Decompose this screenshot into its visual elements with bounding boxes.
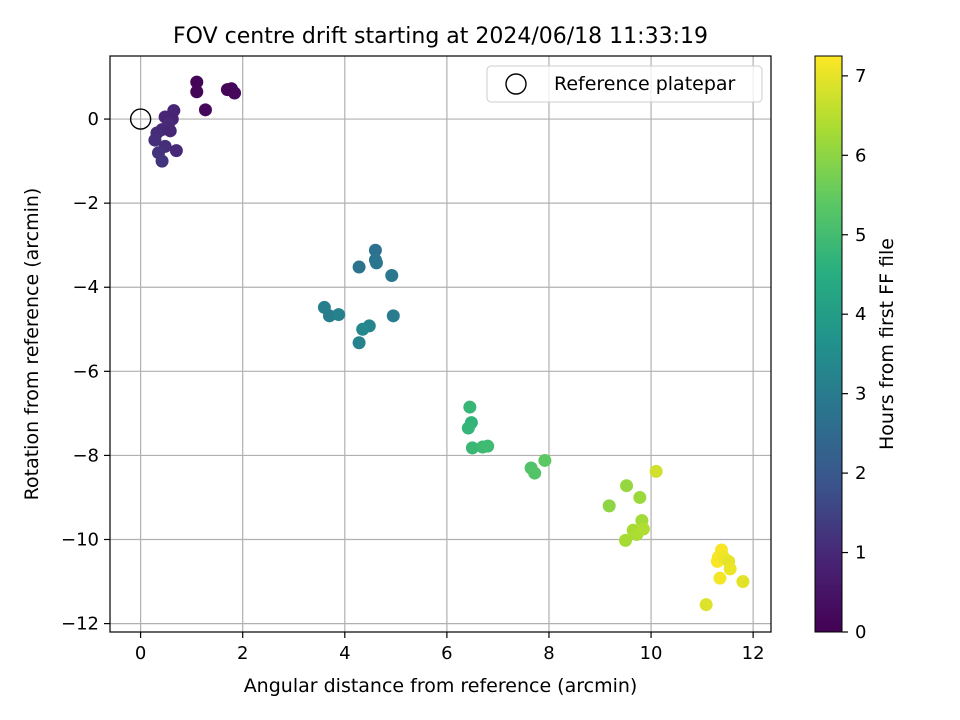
data-point [463, 400, 477, 414]
data-point [699, 598, 713, 612]
y-tick-label: −12 [61, 614, 99, 635]
data-point [190, 85, 204, 99]
colorbar-label: Hours from first FF file [876, 238, 898, 450]
y-axis-label: Rotation from reference (arcmin) [21, 188, 43, 501]
x-axis-label: Angular distance from reference (arcmin) [244, 675, 638, 697]
data-point [528, 466, 542, 480]
colorbar-tick-label: 1 [855, 543, 866, 564]
legend-label: Reference platepar [554, 73, 736, 95]
colorbar-tick-label: 3 [855, 384, 866, 405]
colorbar-tick-label: 7 [855, 66, 866, 87]
data-point [602, 499, 616, 513]
data-point [190, 75, 204, 89]
y-tick-label: −6 [72, 361, 99, 382]
legend-marker [505, 73, 527, 95]
colorbar-gradient [814, 55, 843, 633]
data-point [198, 103, 212, 117]
data-point [356, 322, 370, 336]
chart-title: FOV centre drift starting at 2024/06/18 … [173, 24, 708, 49]
x-axis-ticks: 0 2 4 6 8 10 12 [135, 632, 765, 664]
x-tick-label: 0 [135, 643, 146, 664]
data-point [368, 243, 382, 257]
data-point [461, 421, 475, 435]
x-tick-label: 6 [441, 643, 452, 664]
legend: Reference platepar [486, 65, 763, 103]
x-tick-label: 2 [237, 643, 248, 664]
data-point [169, 144, 183, 158]
grid-lines [110, 56, 771, 632]
reference-marker [129, 108, 152, 130]
colorbar: 0 1 2 3 4 5 6 7 Hours from first FF file [814, 55, 898, 643]
plot-frame [109, 55, 772, 633]
data-point [148, 133, 162, 147]
colorbar-tick-label: 6 [855, 145, 866, 166]
colorbar-tick-label: 2 [855, 463, 866, 484]
data-point [220, 83, 234, 97]
colorbar-tick-label: 4 [855, 304, 866, 325]
x-tick-label: 8 [543, 643, 554, 664]
data-point [332, 308, 346, 322]
data-point [163, 124, 177, 138]
x-tick-label: 4 [339, 643, 350, 664]
data-point [386, 309, 400, 323]
data-point [385, 268, 399, 282]
data-point [352, 260, 366, 274]
x-tick-label: 12 [742, 643, 765, 664]
colorbar-tick-label: 0 [855, 622, 866, 643]
colorbar-tick-label: 5 [855, 225, 866, 246]
legend-box [486, 65, 763, 103]
y-tick-label: −4 [72, 277, 99, 298]
data-point [465, 441, 479, 455]
scatter-points [148, 75, 750, 612]
y-tick-label: −2 [72, 193, 99, 214]
data-point [633, 490, 647, 504]
data-point [636, 522, 650, 536]
reference-point [129, 108, 152, 130]
data-point [620, 479, 634, 493]
data-point [736, 575, 750, 589]
data-point [649, 464, 663, 478]
y-axis-ticks: 0 −2 −4 −6 −8 −10 −12 [61, 109, 110, 635]
data-point [155, 154, 169, 168]
data-point [538, 453, 552, 467]
data-point [369, 256, 383, 270]
y-tick-label: 0 [88, 109, 99, 130]
y-tick-label: −8 [72, 445, 99, 466]
y-tick-label: −10 [61, 530, 99, 551]
data-point [723, 562, 737, 576]
data-point [481, 439, 495, 453]
data-point [619, 533, 633, 547]
x-tick-label: 10 [640, 643, 663, 664]
data-point [713, 571, 727, 585]
data-point [352, 336, 366, 350]
colorbar-ticks: 0 1 2 3 4 5 6 7 [842, 66, 866, 643]
